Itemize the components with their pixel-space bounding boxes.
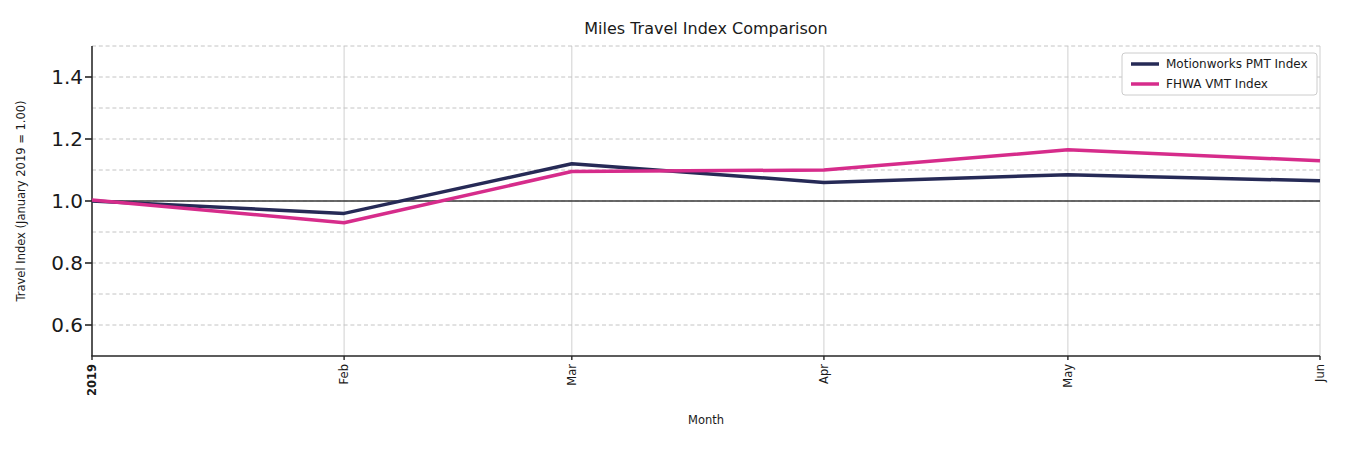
x-tick-label: Feb bbox=[337, 364, 351, 384]
chart-title: Miles Travel Index Comparison bbox=[584, 19, 828, 38]
x-tick-label: 2019 bbox=[85, 364, 99, 396]
y-axis-label: Travel Index (January 2019 = 1.00) bbox=[14, 100, 28, 302]
legend: Motionworks PMT Index FHWA VMT Index bbox=[1122, 53, 1317, 95]
travel-index-chart: 0.6 0.8 1.0 1.2 1.4 2019 Feb Mar Apr May Jun Miles… bbox=[0, 0, 1350, 450]
y-tick-label: 1.0 bbox=[51, 189, 83, 213]
legend-label: FHWA VMT Index bbox=[1166, 77, 1268, 91]
x-tick-label: Mar bbox=[565, 364, 579, 386]
y-tick-label: 0.6 bbox=[51, 313, 83, 337]
y-tick-label: 1.2 bbox=[51, 127, 83, 151]
x-tick-label: Jun bbox=[1313, 364, 1327, 383]
tick-labels: 0.6 0.8 1.0 1.2 1.4 2019 Feb Mar Apr May Jun bbox=[51, 65, 1327, 396]
x-tick-label: Apr bbox=[817, 364, 831, 384]
legend-label: Motionworks PMT Index bbox=[1166, 57, 1308, 71]
y-tick-label: 1.4 bbox=[51, 65, 83, 89]
y-tick-label: 0.8 bbox=[51, 251, 83, 275]
x-tick-label: May bbox=[1061, 364, 1075, 388]
data-lines bbox=[92, 150, 1320, 223]
x-axis-label: Month bbox=[688, 413, 724, 427]
